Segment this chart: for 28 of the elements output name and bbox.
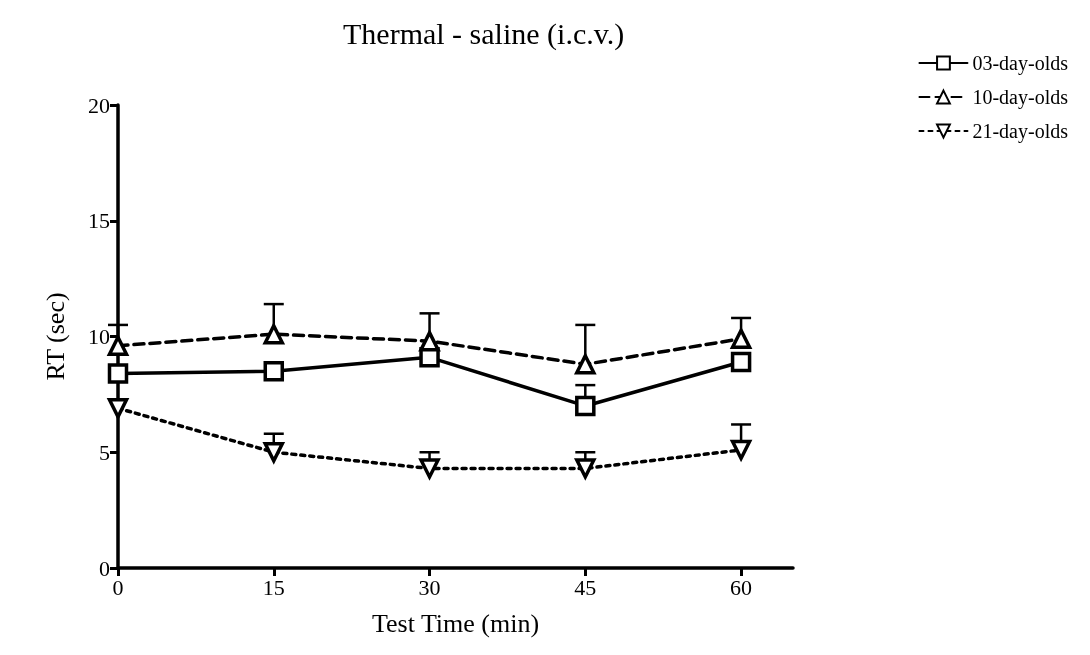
x-tick-label: 15 <box>262 574 285 600</box>
legend-label: 21-day-olds <box>972 120 1069 143</box>
chart-title: Thermal - saline (i.c.v.) <box>343 16 625 51</box>
y-tick-label: 10 <box>88 324 110 349</box>
x-tick-label: 60 <box>730 574 753 600</box>
legend-label: 03-day-olds <box>972 52 1069 75</box>
x-tick-label: 45 <box>574 574 597 600</box>
y-tick-label: 0 <box>99 555 110 581</box>
y-axis-title: RT (sec) <box>40 292 70 381</box>
point <box>730 351 752 373</box>
point <box>575 395 596 417</box>
point <box>263 323 285 345</box>
x-tick-label: 30 <box>418 574 441 600</box>
point <box>263 360 285 382</box>
point <box>263 442 285 463</box>
point <box>107 363 129 384</box>
y-tick-label: 5 <box>99 439 110 465</box>
point <box>730 328 752 350</box>
point <box>575 354 596 375</box>
y-tick-label: 20 <box>88 92 110 118</box>
point <box>575 458 596 479</box>
x-axis-title: Test Time (min) <box>371 608 540 638</box>
legend-label: 10-day-olds <box>972 86 1069 109</box>
point <box>107 398 129 419</box>
point <box>419 458 440 479</box>
point <box>107 335 129 357</box>
point <box>729 439 753 463</box>
y-tick-label: 15 <box>88 208 110 234</box>
